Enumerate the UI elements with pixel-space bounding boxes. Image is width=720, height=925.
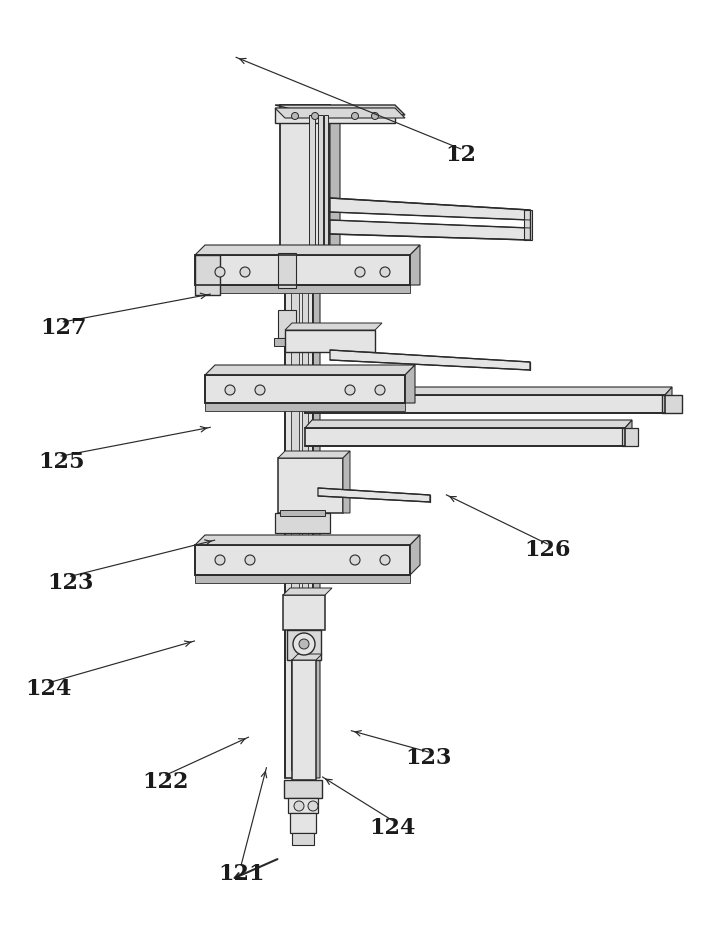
- Polygon shape: [410, 245, 420, 285]
- Polygon shape: [405, 365, 415, 403]
- Polygon shape: [343, 451, 350, 513]
- Text: 127: 127: [40, 317, 86, 339]
- Polygon shape: [195, 535, 420, 545]
- Bar: [205, 375, 405, 403]
- Bar: [305, 395, 665, 413]
- Bar: [288, 798, 318, 813]
- Text: 12: 12: [445, 144, 477, 166]
- Circle shape: [294, 801, 304, 811]
- Circle shape: [380, 555, 390, 565]
- Circle shape: [372, 113, 379, 119]
- Bar: [280, 105, 330, 265]
- Bar: [195, 545, 410, 575]
- Bar: [305, 428, 625, 446]
- Polygon shape: [318, 488, 430, 502]
- Bar: [280, 510, 325, 516]
- Polygon shape: [305, 420, 632, 428]
- Bar: [524, 210, 532, 240]
- Bar: [302, 135, 308, 770]
- Polygon shape: [330, 105, 340, 265]
- Polygon shape: [275, 105, 405, 115]
- Circle shape: [245, 555, 255, 565]
- Text: 122: 122: [143, 771, 189, 793]
- Bar: [290, 813, 316, 833]
- Circle shape: [380, 267, 390, 277]
- Circle shape: [255, 385, 265, 395]
- Polygon shape: [195, 245, 420, 255]
- Bar: [291, 135, 299, 770]
- Polygon shape: [283, 588, 332, 595]
- Bar: [324, 115, 328, 260]
- Circle shape: [292, 113, 299, 119]
- Text: 125: 125: [38, 451, 84, 474]
- Circle shape: [240, 267, 250, 277]
- Circle shape: [351, 113, 359, 119]
- Bar: [284, 780, 322, 798]
- Polygon shape: [330, 198, 530, 220]
- Circle shape: [375, 385, 385, 395]
- Circle shape: [345, 385, 355, 395]
- Circle shape: [215, 267, 225, 277]
- Text: 121: 121: [218, 863, 264, 885]
- Circle shape: [312, 113, 318, 119]
- Polygon shape: [313, 128, 320, 778]
- Bar: [287, 630, 321, 660]
- Polygon shape: [665, 387, 672, 413]
- Bar: [292, 833, 314, 845]
- Polygon shape: [275, 108, 405, 118]
- Text: 124: 124: [369, 817, 415, 839]
- Polygon shape: [305, 387, 672, 395]
- Circle shape: [350, 555, 360, 565]
- Bar: [195, 575, 410, 583]
- Text: 123: 123: [48, 572, 94, 594]
- Text: 123: 123: [405, 747, 451, 770]
- Polygon shape: [625, 420, 632, 446]
- Bar: [275, 108, 395, 123]
- Bar: [278, 458, 343, 513]
- Bar: [205, 403, 405, 411]
- Text: 126: 126: [524, 539, 570, 561]
- Bar: [318, 115, 323, 260]
- Circle shape: [299, 639, 309, 649]
- Bar: [195, 255, 410, 285]
- Bar: [274, 338, 296, 346]
- Circle shape: [225, 385, 235, 395]
- Polygon shape: [330, 220, 530, 240]
- Circle shape: [355, 267, 365, 277]
- Bar: [292, 660, 316, 780]
- Polygon shape: [285, 323, 382, 330]
- Circle shape: [293, 633, 315, 655]
- Bar: [662, 395, 682, 413]
- Bar: [283, 595, 325, 630]
- Bar: [195, 255, 220, 295]
- Polygon shape: [330, 350, 530, 370]
- Bar: [195, 285, 410, 293]
- Text: 124: 124: [26, 678, 72, 700]
- Polygon shape: [278, 451, 350, 458]
- Polygon shape: [205, 365, 415, 375]
- Bar: [278, 310, 296, 338]
- Bar: [275, 513, 330, 533]
- Circle shape: [308, 801, 318, 811]
- Circle shape: [215, 555, 225, 565]
- Polygon shape: [410, 535, 420, 575]
- Bar: [285, 128, 313, 778]
- Bar: [278, 253, 296, 288]
- Polygon shape: [292, 654, 322, 660]
- Bar: [285, 330, 375, 352]
- Bar: [622, 428, 638, 446]
- Bar: [309, 115, 315, 260]
